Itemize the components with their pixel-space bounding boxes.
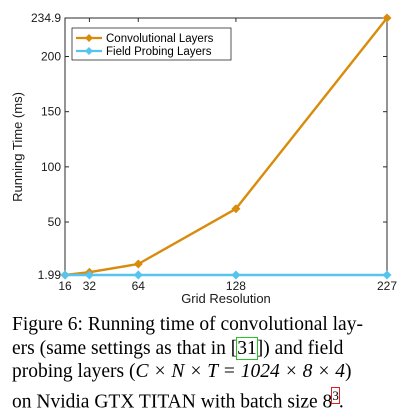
caption-text: ers (same settings as that in [: [12, 337, 238, 359]
data-point: [84, 270, 94, 280]
series-layer: [60, 13, 392, 280]
y-tick-label: 200: [41, 50, 61, 64]
citation-link[interactable]: 31: [236, 336, 258, 360]
x-tick-label: 32: [83, 279, 97, 293]
x-tick-label: 227: [377, 279, 397, 293]
data-point: [231, 204, 241, 214]
legend-diamond-icon: [85, 34, 93, 42]
legend: Convolutional Layers Field Probing Layer…: [71, 27, 232, 61]
x-axis-title: Grid Resolution: [181, 291, 271, 306]
caption-text: ]) and field: [256, 337, 344, 359]
plot-area: [64, 17, 388, 276]
caption-text: on Nvidia GTX TITAN with batch size 8: [12, 391, 333, 412]
figure-caption: Figure 6: Running time of convolutional …: [12, 313, 404, 414]
legend-box: [71, 27, 232, 61]
caption-text: .: [338, 391, 344, 412]
line-chart: 1.99 50 100 150 200 234.9 16 32 64 128 227 Runnin…: [10, 11, 397, 306]
legend-label: Field Probing Layers: [106, 46, 212, 58]
caption-math: C × N × T = 1024 × 8 × 4: [135, 361, 346, 382]
y-tick-label: 150: [41, 105, 61, 119]
data-point: [231, 270, 241, 280]
x-tick-label: 16: [58, 279, 72, 293]
y-tick-label: 50: [48, 215, 62, 229]
y-axis: 1.99 50 100 150 200 234.9: [31, 11, 387, 282]
data-point: [382, 13, 392, 23]
x-axis: 16 32 64 128 227: [58, 18, 397, 293]
legend-diamond-icon: [85, 47, 93, 55]
data-point: [133, 270, 143, 280]
caption-text: probing layers (: [12, 361, 136, 382]
data-point: [382, 270, 392, 280]
data-point: [60, 270, 70, 280]
y-axis-title: Running Time (ms): [10, 92, 25, 202]
y-tick-label: 234.9: [31, 11, 61, 25]
legend-label: Convolutional Layers: [106, 33, 214, 45]
x-tick-label: 64: [132, 279, 146, 293]
footnote-link[interactable]: 3: [331, 386, 340, 404]
data-point: [133, 259, 143, 269]
caption-text: ): [345, 361, 352, 382]
y-tick-label: 100: [41, 160, 61, 174]
x-tick-label: 128: [226, 279, 246, 293]
caption-line: Figure 6: Running time of convolutional …: [12, 314, 363, 335]
y-tick-label: 1.99: [38, 268, 62, 282]
